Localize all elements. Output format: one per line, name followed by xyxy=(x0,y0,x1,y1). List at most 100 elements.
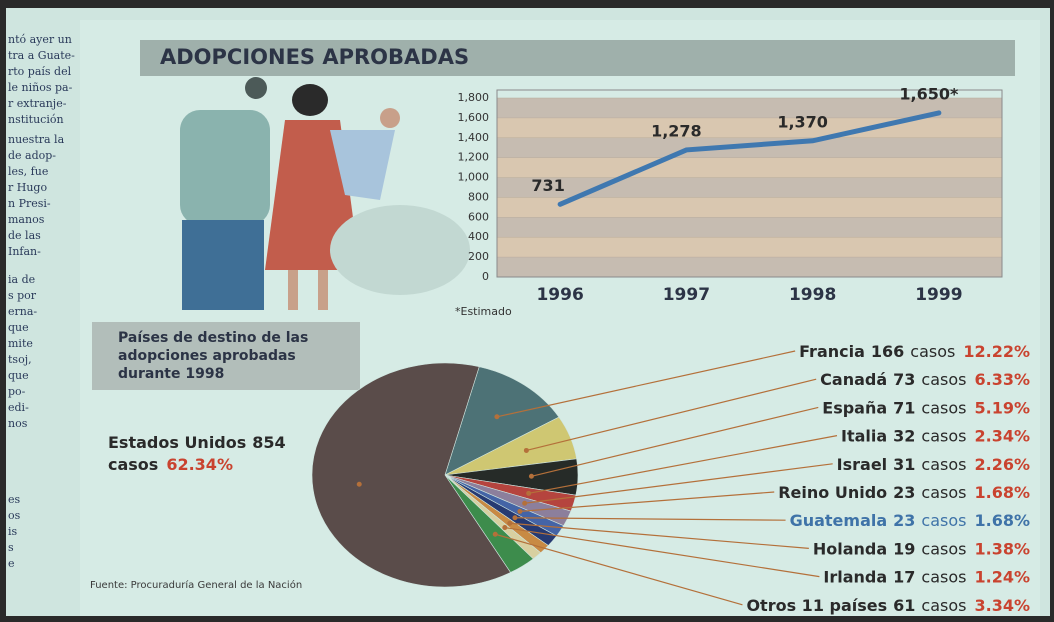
y-tick-label: 1,000 xyxy=(458,171,490,184)
pie-label: Canadá 73 casos 6.33% xyxy=(820,370,1030,389)
side-text: os xyxy=(8,509,21,522)
leader-dot xyxy=(517,508,523,514)
pie-label: España 71 casos 5.19% xyxy=(822,398,1030,417)
x-tick-label: 1996 xyxy=(536,285,583,305)
percent-label: 12.22% xyxy=(963,342,1030,361)
plot-frame xyxy=(496,89,1003,278)
case-count: 23 xyxy=(893,511,915,530)
category-name: Israel xyxy=(837,454,888,473)
grid-band xyxy=(497,177,1002,198)
category-name: Guatemala xyxy=(790,511,888,530)
count-unit: casos xyxy=(921,426,966,445)
percent-label: 62.34% xyxy=(166,455,233,474)
grid-band xyxy=(497,98,1002,118)
category-name: España xyxy=(822,398,887,417)
pie-title-box xyxy=(92,322,360,390)
category-name: Holanda xyxy=(813,539,887,558)
side-text: nstitución xyxy=(8,113,64,126)
leader-line xyxy=(496,350,796,418)
percent-label: 1.24% xyxy=(974,567,1030,586)
category-name: Canadá xyxy=(820,370,887,389)
leader-dot xyxy=(526,490,532,496)
leader-dot xyxy=(528,473,534,479)
x-tick-label: 1998 xyxy=(789,285,836,305)
side-text: nos xyxy=(8,417,28,430)
side-text: s xyxy=(8,541,14,554)
percent-label: 1.68% xyxy=(974,511,1030,530)
grid-band xyxy=(497,257,1002,277)
percent-label: 1.68% xyxy=(974,483,1030,502)
count-unit: casos xyxy=(921,539,966,558)
side-text: mite xyxy=(8,337,33,350)
side-text: le niños pa- xyxy=(8,81,73,94)
side-text: manos xyxy=(8,213,45,226)
side-text: que xyxy=(8,369,29,382)
leader-line xyxy=(504,526,820,578)
grid-band xyxy=(497,217,1002,238)
pie-label: Italia 32 casos 2.34% xyxy=(841,426,1030,445)
side-text: ia de xyxy=(8,273,35,286)
y-tick-label: 1,400 xyxy=(458,131,490,144)
percent-label: 1.38% xyxy=(974,539,1030,558)
illustration xyxy=(180,77,470,310)
side-text: r Hugo xyxy=(8,181,47,194)
category-name: Irlanda xyxy=(823,567,887,586)
pie-title: Países de destino de las xyxy=(118,330,308,346)
y-tick-label: 600 xyxy=(468,210,489,223)
pie-slice xyxy=(444,366,560,476)
y-tick-label: 1,600 xyxy=(458,111,490,124)
y-tick-label: 200 xyxy=(468,250,489,263)
case-count: 73 xyxy=(893,370,915,389)
leader-line xyxy=(509,522,809,549)
note: *Estimado xyxy=(455,305,512,318)
side-text: que xyxy=(8,321,29,334)
side-text: nuestra la xyxy=(8,133,65,146)
leader-dot xyxy=(494,414,500,420)
leader-line xyxy=(528,435,838,494)
case-count: 32 xyxy=(893,426,915,445)
pie-label: Otros 11 países 61 casos 3.34% xyxy=(746,595,1030,614)
count-unit: casos xyxy=(921,398,966,417)
side-text: tra a Guate- xyxy=(8,49,75,62)
data-label: 731 xyxy=(531,176,564,195)
category-name: Estados Unidos xyxy=(108,433,246,452)
count-unit: casos xyxy=(921,511,966,530)
case-count: 61 xyxy=(893,595,915,614)
leader-line xyxy=(519,491,775,512)
category-name: Reino Unido xyxy=(778,483,887,502)
header-title: ADOPCIONES APROBADAS xyxy=(160,45,469,69)
category-name: Italia xyxy=(841,426,887,445)
case-count: 166 xyxy=(871,342,904,361)
leader-line xyxy=(531,406,819,477)
pie-label: Francia 166 casos 12.22% xyxy=(799,342,1030,361)
grid-band xyxy=(497,117,1002,138)
data-label: 1,650* xyxy=(899,84,959,103)
side-text: n Presi- xyxy=(8,197,51,210)
leader-dot xyxy=(492,531,498,537)
y-tick-label: 1,800 xyxy=(458,91,490,104)
side-text: de adop- xyxy=(8,149,56,162)
side-text: is xyxy=(8,525,18,538)
side-text: r extranje- xyxy=(8,97,67,110)
leader-dot xyxy=(523,447,529,453)
leader-dot xyxy=(502,525,508,531)
leader-line xyxy=(526,378,817,452)
pie-label: Guatemala 23 casos 1.68% xyxy=(790,511,1030,530)
side-text: rto país del xyxy=(8,65,72,78)
grid-band xyxy=(497,157,1002,178)
case-count: 23 xyxy=(893,483,915,502)
pie-title: durante 1998 xyxy=(118,366,224,382)
case-count: 19 xyxy=(893,539,915,558)
pie-slice xyxy=(311,362,511,588)
side-text: es xyxy=(8,493,21,506)
y-tick-label: 400 xyxy=(468,230,489,243)
count-unit: casos xyxy=(921,567,966,586)
category-name: Francia xyxy=(799,342,865,361)
pie-label: Holanda 19 casos 1.38% xyxy=(813,539,1030,558)
category-name: Otros 11 países xyxy=(746,595,887,614)
case-count: 17 xyxy=(893,567,915,586)
side-text: edi- xyxy=(8,401,29,414)
case-count: 854 xyxy=(252,433,285,452)
leader-line xyxy=(524,463,833,504)
